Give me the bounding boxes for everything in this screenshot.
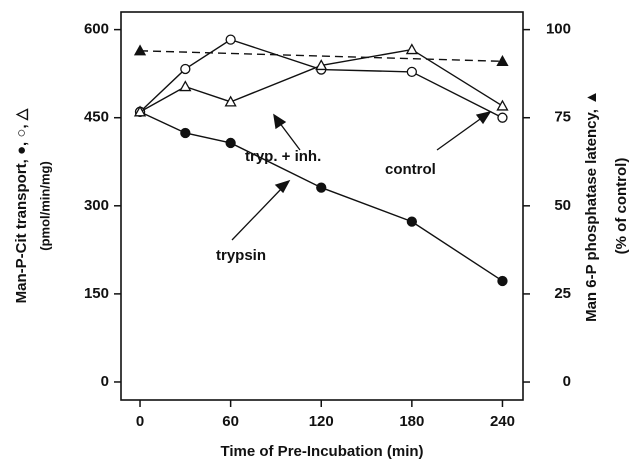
y-tick-label: 0	[101, 373, 109, 390]
y2-axis-label: Man 6-P phosphatase latency, ▲	[583, 90, 600, 322]
point	[406, 216, 418, 227]
point	[225, 137, 236, 149]
y2-tick-label: 50	[554, 197, 571, 214]
point	[315, 59, 328, 71]
y2-tick-label: 0	[563, 373, 571, 390]
y2-tick-label: 100	[546, 21, 571, 38]
x-tick-label: 0	[136, 413, 144, 430]
point	[224, 95, 237, 107]
y-tick-label: 600	[84, 21, 109, 38]
point	[316, 182, 327, 193]
point	[180, 127, 191, 139]
point	[180, 63, 191, 75]
point	[497, 275, 508, 287]
series-label: trypsin	[216, 247, 266, 264]
series-label: control	[385, 161, 436, 178]
series-line	[139, 111, 503, 282]
series-line	[139, 38, 503, 119]
point	[405, 43, 418, 55]
y-tick-label: 300	[84, 197, 109, 214]
series-line	[139, 48, 503, 113]
point	[406, 66, 418, 78]
y2-axis-label: (% of control)	[613, 158, 630, 255]
y-axis-label: (pmol/min/mg)	[37, 161, 52, 251]
series-line	[140, 50, 503, 63]
point	[225, 34, 236, 45]
y-tick-label: 150	[84, 285, 109, 302]
series-label: tryp. + inh.	[245, 148, 321, 165]
x-axis-label: Time of Pre-Incubation (min)	[220, 443, 423, 460]
y-axis-label: Man-P-Cit transport, ●, ○, △	[13, 108, 30, 303]
point	[497, 112, 508, 123]
point	[496, 54, 509, 66]
point	[133, 44, 147, 56]
x-tick-label: 180	[399, 413, 424, 430]
y2-tick-label: 25	[554, 285, 571, 302]
annotation-arrows	[231, 111, 492, 241]
x-tick-label: 60	[222, 413, 239, 430]
x-tick-label: 120	[309, 413, 334, 430]
y2-tick-label: 75	[554, 109, 571, 126]
point	[179, 80, 192, 92]
point	[133, 105, 147, 117]
point	[496, 99, 509, 111]
y-tick-label: 450	[84, 109, 109, 126]
x-tick-label: 240	[490, 413, 515, 430]
